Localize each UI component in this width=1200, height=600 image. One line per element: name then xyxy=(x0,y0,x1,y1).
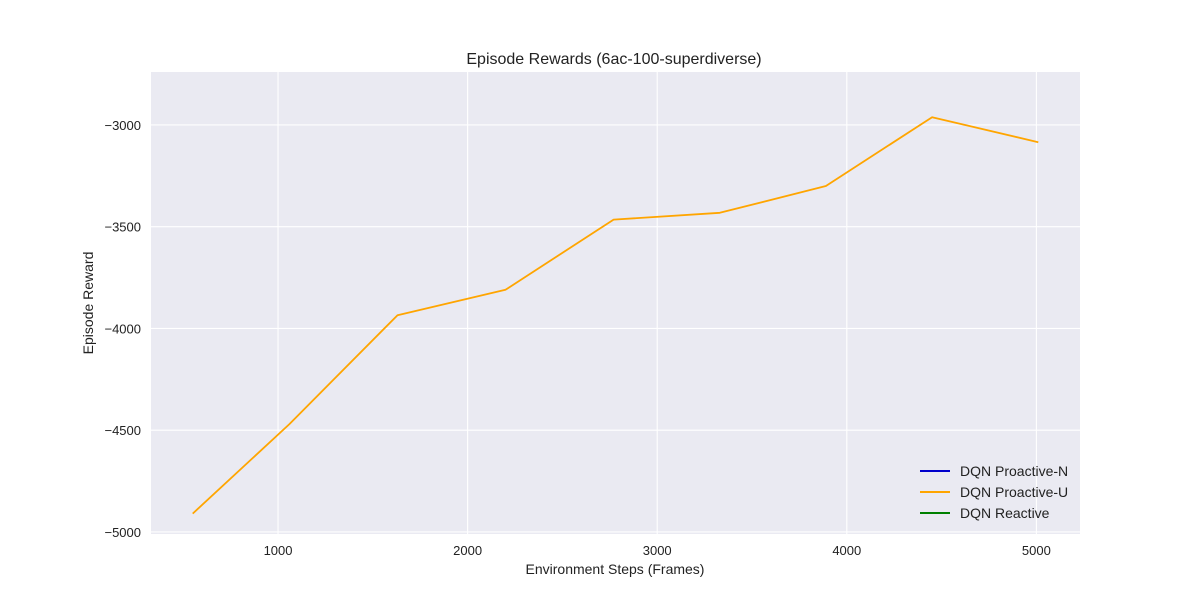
y-axis-label: Episode Reward xyxy=(80,252,96,355)
x-tick-label: 2000 xyxy=(453,543,482,558)
legend-entry: DQN Proactive-U xyxy=(960,484,1068,500)
y-tick-label: −5000 xyxy=(104,525,141,540)
y-tick-label: −4000 xyxy=(104,321,141,336)
legend-entry: DQN Proactive-N xyxy=(960,463,1068,479)
x-tick-label: 5000 xyxy=(1022,543,1051,558)
x-tick-label: 3000 xyxy=(643,543,672,558)
series-lines xyxy=(192,116,1039,515)
x-tick-label: 4000 xyxy=(832,543,861,558)
grid-lines xyxy=(151,72,1080,534)
x-tick-label: 1000 xyxy=(264,543,293,558)
y-tick-label: −3500 xyxy=(104,220,141,235)
chart-title: Episode Rewards (6ac-100-superdiverse) xyxy=(466,51,761,68)
legend: DQN Proactive-N DQN Proactive-U DQN Reacti… xyxy=(920,463,1068,521)
y-tick-label: −4500 xyxy=(104,423,141,438)
x-axis-label: Environment Steps (Frames) xyxy=(526,561,705,577)
series-line-1 xyxy=(192,116,1039,515)
plot-area xyxy=(151,72,1080,534)
y-tick-label: −3000 xyxy=(104,118,141,133)
legend-entry: DQN Reactive xyxy=(960,505,1050,521)
tick-labels: 1000 2000 3000 4000 5000 −5000 −4500 −4000 −3500… xyxy=(104,118,1050,558)
